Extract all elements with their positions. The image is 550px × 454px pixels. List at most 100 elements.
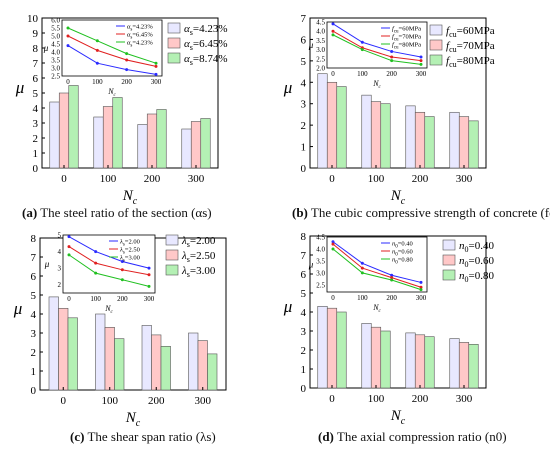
inset-x-tick-label: 100 <box>90 295 101 303</box>
y-tick-label: 3 <box>31 328 37 340</box>
bar-d-s2-c3 <box>468 343 479 389</box>
bar-c-s2-c2 <box>160 345 171 391</box>
inset-point <box>331 22 335 26</box>
x-axis-label: Nc <box>390 408 406 427</box>
bar-c-s1-c0 <box>58 307 69 391</box>
inset-point <box>66 44 70 48</box>
inset-y-axis-label: μ <box>43 43 49 53</box>
inset-point <box>94 250 98 254</box>
legend-swatch <box>167 52 181 64</box>
caption-d-letter: (d) <box>318 429 334 444</box>
inset-legend-label: fcu=80MPa <box>392 42 421 51</box>
bar-a-s0-c3 <box>181 128 192 169</box>
inset-point <box>125 68 129 72</box>
inset-y-tick-label: 5 <box>58 232 62 240</box>
y-tick-label: 1 <box>33 148 39 160</box>
bar-a-s1-c0 <box>58 92 70 169</box>
inset-y-tick-label: 3.5 <box>51 57 60 65</box>
inset-point <box>94 261 98 265</box>
inset-y-tick-label: 3.0 <box>316 269 325 277</box>
inset-x-axis-label: Nc <box>107 87 116 98</box>
bar-c-s0-c1 <box>95 313 106 391</box>
inset-line-0 <box>67 45 157 75</box>
y-tick-label: 8 <box>301 231 307 243</box>
inset-point <box>120 268 124 272</box>
inset-x-axis-label: Nc <box>372 303 381 314</box>
inset-x-axis-label: Nc <box>372 79 381 90</box>
legend-label: fcu=70MPa <box>446 40 495 54</box>
inset-y-tick-label: 3.5 <box>316 37 325 45</box>
y-tick-label: 3 <box>301 326 307 338</box>
inset-point <box>125 52 129 56</box>
inset-y-tick-label: 4.0 <box>316 28 325 36</box>
y-tick-label: 2 <box>33 133 39 145</box>
bar-d-s0-c3 <box>449 338 460 389</box>
x-tick-label: 0 <box>61 395 67 407</box>
legend-label: λs=2.50 <box>181 250 216 264</box>
legend-swatch <box>429 54 443 66</box>
inset-y-tick-label: 5.0 <box>51 33 60 41</box>
bar-c-s0-c3 <box>188 332 199 391</box>
inset-point <box>360 261 364 265</box>
inset-line-1 <box>68 246 150 276</box>
inset-x-tick-label: 300 <box>144 295 155 303</box>
y-tick-label: 0 <box>31 385 37 397</box>
caption-b: (b) The cubic compressive strength of co… <box>292 205 550 221</box>
inset-x-tick-label: 100 <box>92 78 103 86</box>
bar-b-s2-c2 <box>424 116 435 169</box>
y-tick-label: 1 <box>301 142 307 154</box>
inset-point <box>331 33 335 37</box>
inset-point <box>419 288 423 292</box>
x-axis-label: Nc <box>125 410 141 429</box>
inset-x-tick-label: 0 <box>331 294 335 302</box>
y-tick-label: 7 <box>33 58 39 70</box>
legend-swatch <box>429 24 443 36</box>
legend-swatch <box>165 234 179 246</box>
caption-a: (a) The steel ratio of the section (αs) <box>22 205 212 221</box>
inset-line-0 <box>332 241 422 283</box>
bar-b-s0-c3 <box>449 111 460 169</box>
bar-b-s2-c3 <box>468 120 479 169</box>
inset-point <box>125 58 129 62</box>
legend-label: αs=8.74% <box>184 53 228 67</box>
legend-swatch <box>442 254 456 266</box>
bar-d-s1-c1 <box>370 326 382 389</box>
inset-x-tick-label: 0 <box>331 70 335 78</box>
bar-d-s2-c1 <box>380 330 391 389</box>
x-tick-label: 300 <box>195 395 212 407</box>
y-tick-label: 8 <box>33 43 39 55</box>
x-tick-label: 200 <box>412 173 429 185</box>
legend-label: αs=4.23% <box>184 23 228 37</box>
x-tick-label: 200 <box>144 173 161 185</box>
inset-point <box>147 266 151 270</box>
inset-x-tick-label: 200 <box>386 70 397 78</box>
x-tick-label: 0 <box>329 393 335 405</box>
y-tick-label: 2 <box>31 347 37 359</box>
y-tick-label: 1 <box>31 366 37 378</box>
inset-legend-label: αs=4.23% <box>127 40 153 49</box>
inset-y-tick-label: 4.0 <box>51 49 60 57</box>
inset-point <box>95 39 99 43</box>
inset-point <box>154 72 158 76</box>
inset-legend-label: n0=0.60 <box>392 249 413 258</box>
caption-a-text: The steel ratio of the section (αs) <box>40 205 212 220</box>
x-tick-label: 0 <box>329 173 335 185</box>
inset-x-axis-label: Nc <box>104 304 113 315</box>
inset-point <box>419 55 423 59</box>
inset-point <box>419 280 423 284</box>
inset-point <box>331 242 335 246</box>
inset-frame <box>62 234 156 294</box>
inset-y-axis-label: μ <box>308 260 314 270</box>
inset-y-tick-label: 3.0 <box>51 65 60 73</box>
y-tick-label: 5 <box>33 88 39 100</box>
y-tick-label: 2 <box>301 120 307 132</box>
y-axis-label: μ <box>15 78 25 97</box>
bar-c-s1-c1 <box>104 326 115 391</box>
inset-chart: 2.0 2.53.03.54.04.5 0 100 200 300 Nc μ fcu=60MPa… <box>308 19 428 90</box>
x-tick-label: 200 <box>148 395 165 407</box>
inset-x-tick-label: 0 <box>67 295 71 303</box>
bar-b-s2-c0 <box>336 86 347 169</box>
